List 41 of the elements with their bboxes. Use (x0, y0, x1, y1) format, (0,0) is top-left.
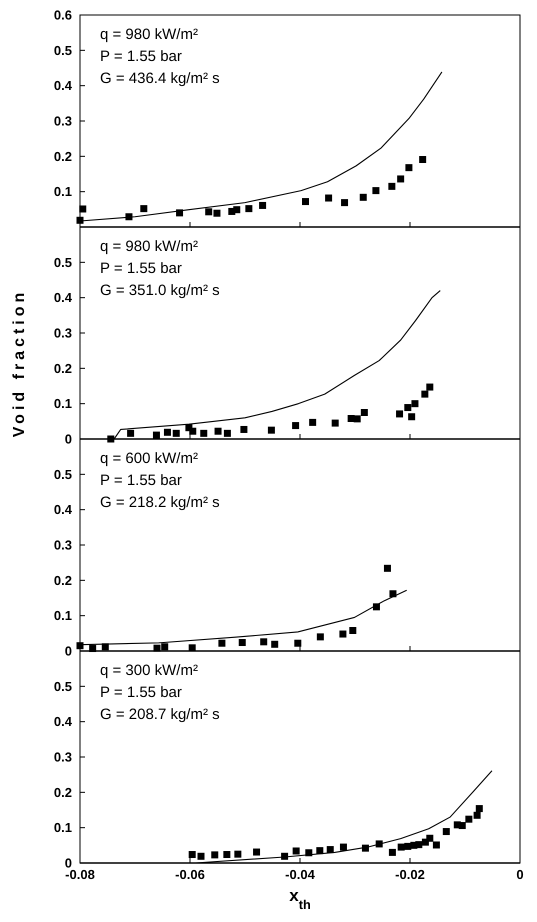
x-tick-label: -0.06 (175, 867, 205, 882)
annotation: G = 218.2 kg/m² s (100, 494, 220, 511)
y-tick-label: 0.1 (54, 608, 72, 624)
y-tick-label: 0.2 (54, 360, 72, 376)
annotation: q = 980 kW/m² (100, 26, 198, 43)
y-tick-label: 0.1 (54, 820, 72, 836)
y-tick-label: 0.5 (54, 254, 72, 270)
y-tick-label: 0.3 (54, 114, 72, 129)
x-tick-label: 0 (516, 867, 524, 882)
y-tick-label: 0.5 (54, 678, 72, 694)
annotation: P = 1.55 bar (100, 260, 182, 277)
y-tick-label: 0.3 (54, 538, 72, 553)
y-tick-label: 0.3 (54, 750, 72, 765)
x-tick-label: -0.04 (285, 867, 316, 882)
y-tick-label: 0.2 (54, 572, 72, 588)
y-tick-label: 0.6 (54, 8, 72, 23)
annotation: q = 600 kW/m² (100, 450, 198, 467)
annotation: G = 436.4 kg/m² s (100, 70, 220, 87)
annotation: G = 351.0 kg/m² s (100, 282, 220, 299)
annotation: P = 1.55 bar (100, 48, 182, 65)
y-tick-label: 0 (64, 644, 72, 659)
y-tick-label: 0.3 (54, 326, 72, 341)
y-tick-label: 0.5 (54, 42, 72, 58)
annotation: P = 1.55 bar (100, 472, 182, 489)
y-tick-label: 0.1 (54, 396, 72, 412)
y-tick-label: 0.5 (54, 466, 72, 482)
x-tick-label: -0.02 (395, 867, 425, 882)
y-axis-title: Void fraction (11, 288, 28, 438)
y-tick-label: 0 (64, 432, 72, 447)
y-tick-label: 0.4 (54, 78, 73, 94)
annotation: P = 1.55 bar (100, 684, 182, 701)
x-axis-title: x$_{th}$ (289, 886, 311, 912)
y-tick-label: 0.2 (54, 148, 72, 164)
annotation: G = 208.7 kg/m² s (100, 706, 220, 723)
annotation: q = 980 kW/m² (100, 238, 198, 255)
annotation: q = 300 kW/m² (100, 662, 198, 679)
y-tick-label: 0.4 (54, 290, 73, 306)
y-tick-label: 0.1 (54, 184, 72, 200)
y-tick-label: 0.2 (54, 784, 72, 800)
y-tick-label: 0.4 (54, 502, 73, 518)
y-tick-label: 0.4 (54, 714, 73, 730)
